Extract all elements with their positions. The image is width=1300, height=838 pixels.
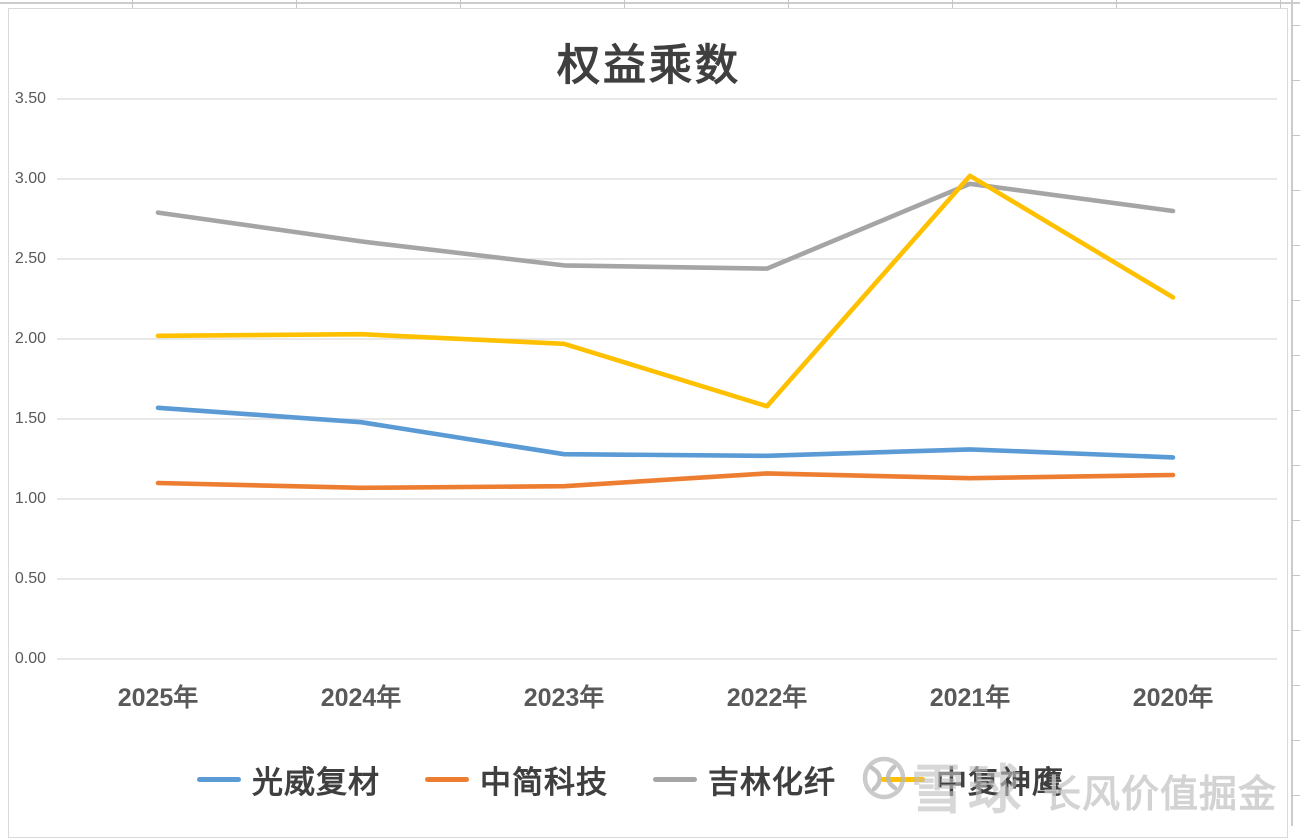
y-tick-label: 0.50 <box>14 570 46 587</box>
legend-item-中复神鹰: 中复神鹰 <box>881 757 1064 802</box>
legend-label: 中简科技 <box>480 765 608 800</box>
x-tick-label: 2021年 <box>929 684 1011 712</box>
legend-line-swatch <box>197 777 241 782</box>
y-tick-label: 1.50 <box>14 410 46 427</box>
spreadsheet-column-border <box>1291 0 1293 826</box>
row-border-tick <box>1291 520 1300 521</box>
column-border-tick <box>952 0 953 8</box>
y-tick-label: 3.00 <box>14 170 46 187</box>
legend-item-中简科技: 中简科技 <box>425 757 608 802</box>
y-tick-label: 2.50 <box>14 250 46 267</box>
x-tick-label: 2023年 <box>523 684 605 712</box>
chart-title: 权益乘数 <box>557 43 741 90</box>
y-tick-label: 1.00 <box>14 490 46 507</box>
x-tick-label: 2025年 <box>117 684 199 712</box>
row-border-tick <box>1291 410 1300 411</box>
column-border-tick <box>460 0 461 8</box>
column-border-tick <box>132 0 133 8</box>
legend-label: 中复神鹰 <box>936 765 1064 800</box>
row-border-tick <box>1291 465 1300 466</box>
legend-item-光威复材: 光威复材 <box>197 757 380 802</box>
row-border-tick <box>1291 190 1300 191</box>
row-border-tick <box>1291 795 1300 796</box>
legend-line-swatch <box>653 777 697 782</box>
row-border-tick <box>1291 135 1300 136</box>
legend-line-swatch <box>425 777 469 782</box>
row-border-tick <box>1291 300 1300 301</box>
row-border-tick <box>1291 355 1300 356</box>
x-tick-label: 2020年 <box>1132 684 1214 712</box>
column-border-tick <box>624 0 625 8</box>
column-border-tick <box>1280 0 1281 8</box>
chart-legend: 光威复材 中简科技 吉林化纤 中复神鹰 <box>197 757 1064 802</box>
x-tick-label: 2024年 <box>320 684 402 712</box>
column-border-tick <box>788 0 789 8</box>
y-tick-label: 3.50 <box>14 90 46 107</box>
row-border-tick <box>1291 740 1300 741</box>
legend-label: 吉林化纤 <box>708 765 836 800</box>
column-border-tick <box>1116 0 1117 8</box>
spreadsheet-row-border <box>0 2 1300 4</box>
legend-line-swatch <box>881 777 925 782</box>
y-tick-label: 2.00 <box>14 330 46 347</box>
row-border-tick <box>1291 245 1300 246</box>
row-border-tick <box>1291 575 1300 576</box>
legend-item-吉林化纤: 吉林化纤 <box>653 757 836 802</box>
row-border-tick <box>1291 630 1300 631</box>
legend-label: 光威复材 <box>252 765 380 800</box>
row-border-tick <box>1291 80 1300 81</box>
row-border-tick <box>1291 25 1300 26</box>
y-tick-label: 0.00 <box>14 650 46 667</box>
x-tick-label: 2022年 <box>726 684 808 712</box>
row-border-tick <box>1291 685 1300 686</box>
column-border-tick <box>296 0 297 8</box>
